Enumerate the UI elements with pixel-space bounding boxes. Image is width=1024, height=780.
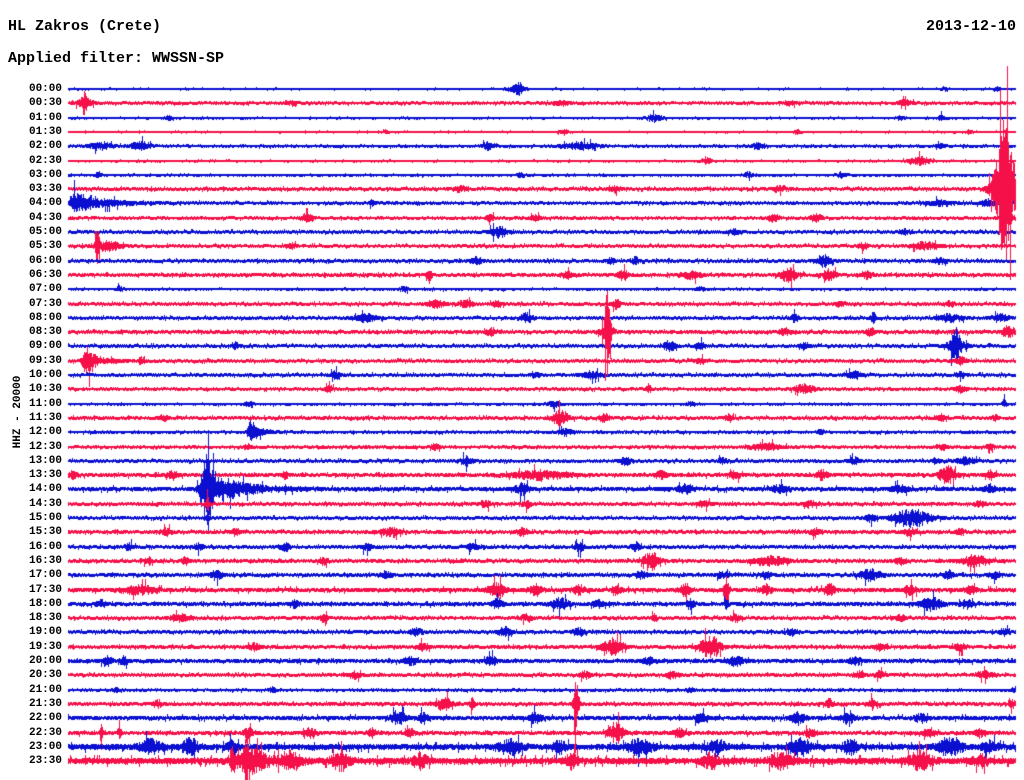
trace-time-label: 12:30 <box>28 441 62 453</box>
trace-time-label: 19:00 <box>28 626 62 638</box>
trace-time-label: 10:30 <box>28 383 62 395</box>
trace-time-label: 16:00 <box>28 541 62 553</box>
trace-time-label: 02:30 <box>28 155 62 167</box>
trace-time-label: 17:00 <box>28 569 62 581</box>
applied-filter: Applied filter: WWSSN-SP <box>8 50 225 67</box>
trace-time-label: 02:00 <box>28 140 62 152</box>
trace-time-label: 10:00 <box>28 369 62 381</box>
trace-time-label: 00:00 <box>28 83 62 95</box>
trace-time-label: 07:00 <box>28 283 62 295</box>
trace-time-label: 11:30 <box>28 412 62 424</box>
trace-time-label: 00:30 <box>28 97 62 109</box>
trace-time-label: 01:00 <box>28 112 62 124</box>
trace-time-label: 22:30 <box>28 727 62 739</box>
time-axis: 00:00 00:30 01:00 01:30 02:00 02:30 03:00 03:30… <box>0 0 62 780</box>
trace-time-label: 23:30 <box>28 755 62 767</box>
trace-time-label: 13:30 <box>28 469 62 481</box>
trace-time-label: 18:30 <box>28 612 62 624</box>
trace-time-label: 21:30 <box>28 698 62 710</box>
trace-time-label: 09:00 <box>28 340 62 352</box>
trace-time-label: 08:00 <box>28 312 62 324</box>
trace-time-label: 14:30 <box>28 498 62 510</box>
trace-time-label: 12:00 <box>28 426 62 438</box>
trace-time-label: 14:00 <box>28 483 62 495</box>
trace-time-label: 05:00 <box>28 226 62 238</box>
trace-time-label: 08:30 <box>28 326 62 338</box>
trace-time-label: 03:00 <box>28 169 62 181</box>
trace-time-label: 04:00 <box>28 197 62 209</box>
trace-time-label: 07:30 <box>28 298 62 310</box>
trace-time-label: 13:00 <box>28 455 62 467</box>
trace-time-label: 15:00 <box>28 512 62 524</box>
trace-time-label: 20:30 <box>28 669 62 681</box>
station-title: HL Zakros (Crete) <box>8 18 162 35</box>
trace-time-label: 22:00 <box>28 712 62 724</box>
trace-time-label: 01:30 <box>28 126 62 138</box>
trace-time-label: 06:00 <box>28 255 62 267</box>
trace-time-label: 09:30 <box>28 355 62 367</box>
trace-time-label: 04:30 <box>28 212 62 224</box>
trace-time-label: 17:30 <box>28 584 62 596</box>
trace-time-label: 20:00 <box>28 655 62 667</box>
trace-time-label: 21:00 <box>28 684 62 696</box>
trace-time-label: 06:30 <box>28 269 62 281</box>
trace-time-label: 19:30 <box>28 641 62 653</box>
trace-time-label: 05:30 <box>28 240 62 252</box>
trace-time-label: 16:30 <box>28 555 62 567</box>
trace-time-label: 23:00 <box>28 741 62 753</box>
trace-time-label: 15:30 <box>28 526 62 538</box>
plot-date: 2013-12-10 <box>925 18 1016 35</box>
trace-time-label: 11:00 <box>28 398 62 410</box>
trace-time-label: 03:30 <box>28 183 62 195</box>
trace-time-label: 18:00 <box>28 598 62 610</box>
